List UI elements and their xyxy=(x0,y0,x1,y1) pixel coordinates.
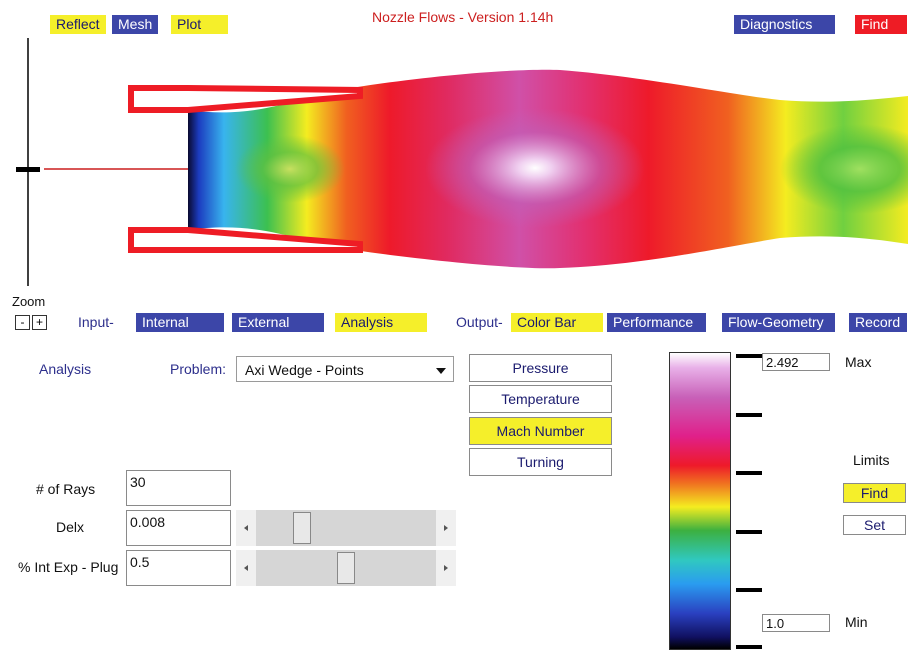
analysis-heading: Analysis xyxy=(39,361,92,377)
delx-label: Delx xyxy=(56,519,85,535)
shock-cell-2 xyxy=(425,108,645,228)
temperature-button[interactable]: Temperature xyxy=(469,385,612,413)
max-value-field[interactable]: 2.492 xyxy=(762,353,830,371)
mach-number-button[interactable]: Mach Number xyxy=(469,417,612,445)
problem-select-value: Axi Wedge - Points xyxy=(245,362,364,378)
color-bar xyxy=(669,352,731,650)
flow-plot[interactable] xyxy=(0,38,908,298)
tab-color-bar[interactable]: Color Bar xyxy=(511,313,603,332)
color-bar-tick xyxy=(736,588,762,592)
plug-slider-thumb[interactable] xyxy=(337,552,355,584)
diagnostics-button[interactable]: Diagnostics xyxy=(734,15,835,34)
problem-label: Problem: xyxy=(170,361,227,377)
delx-slider-thumb[interactable] xyxy=(293,512,312,544)
rays-label: # of Rays xyxy=(36,481,96,497)
plug-slider[interactable] xyxy=(236,550,456,586)
tab-internal[interactable]: Internal xyxy=(136,313,224,332)
output-label: Output- xyxy=(456,314,503,330)
zoom-out-button[interactable]: - xyxy=(15,315,30,330)
color-bar-tick xyxy=(736,471,762,475)
find-button[interactable]: Find xyxy=(855,15,907,34)
input-label: Input- xyxy=(78,314,114,330)
zoom-label: Zoom xyxy=(12,294,46,309)
tab-performance[interactable]: Performance xyxy=(607,313,706,332)
nozzle-wall-upper xyxy=(128,85,363,113)
tab-record[interactable]: Record xyxy=(849,313,907,332)
mesh-button[interactable]: Mesh xyxy=(112,15,159,34)
max-label: Max xyxy=(845,354,872,370)
reflect-button[interactable]: Reflect xyxy=(50,15,106,34)
color-bar-tick xyxy=(736,354,762,358)
problem-select[interactable]: Axi Wedge - Points xyxy=(236,356,454,382)
delx-field[interactable]: 0.008 xyxy=(126,510,231,546)
plug-field[interactable]: 0.5 xyxy=(126,550,231,586)
color-bar-tick xyxy=(736,645,762,649)
plug-label: % Int Exp - Plug xyxy=(18,559,119,575)
min-value-field[interactable]: 1.0 xyxy=(762,614,830,632)
nozzle-wall-lower xyxy=(128,227,363,253)
limits-find-button[interactable]: Find xyxy=(843,483,906,503)
plot-button[interactable]: Plot xyxy=(171,15,228,34)
delx-slider[interactable] xyxy=(236,510,456,546)
tab-analysis[interactable]: Analysis xyxy=(335,313,427,332)
left-arrow-icon[interactable] xyxy=(236,550,256,586)
shock-cell-1 xyxy=(235,135,345,203)
limits-set-button[interactable]: Set xyxy=(843,515,906,535)
tab-external[interactable]: External xyxy=(232,313,324,332)
zoom-slider-handle xyxy=(16,167,40,172)
right-arrow-icon[interactable] xyxy=(436,550,456,586)
left-arrow-icon[interactable] xyxy=(236,510,256,546)
pressure-button[interactable]: Pressure xyxy=(469,354,612,382)
shock-cell-3 xyxy=(780,124,908,214)
page-title: Nozzle Flows - Version 1.14h xyxy=(372,9,554,25)
chevron-down-icon xyxy=(436,368,446,374)
limits-label: Limits xyxy=(853,452,890,468)
zoom-in-button[interactable]: + xyxy=(32,315,47,330)
min-label: Min xyxy=(845,614,868,630)
right-arrow-icon[interactable] xyxy=(436,510,456,546)
tab-flow-geometry[interactable]: Flow-Geometry xyxy=(722,313,835,332)
rays-field[interactable]: 30 xyxy=(126,470,231,506)
color-bar-tick xyxy=(736,413,762,417)
turning-button[interactable]: Turning xyxy=(469,448,612,476)
color-bar-tick xyxy=(736,530,762,534)
